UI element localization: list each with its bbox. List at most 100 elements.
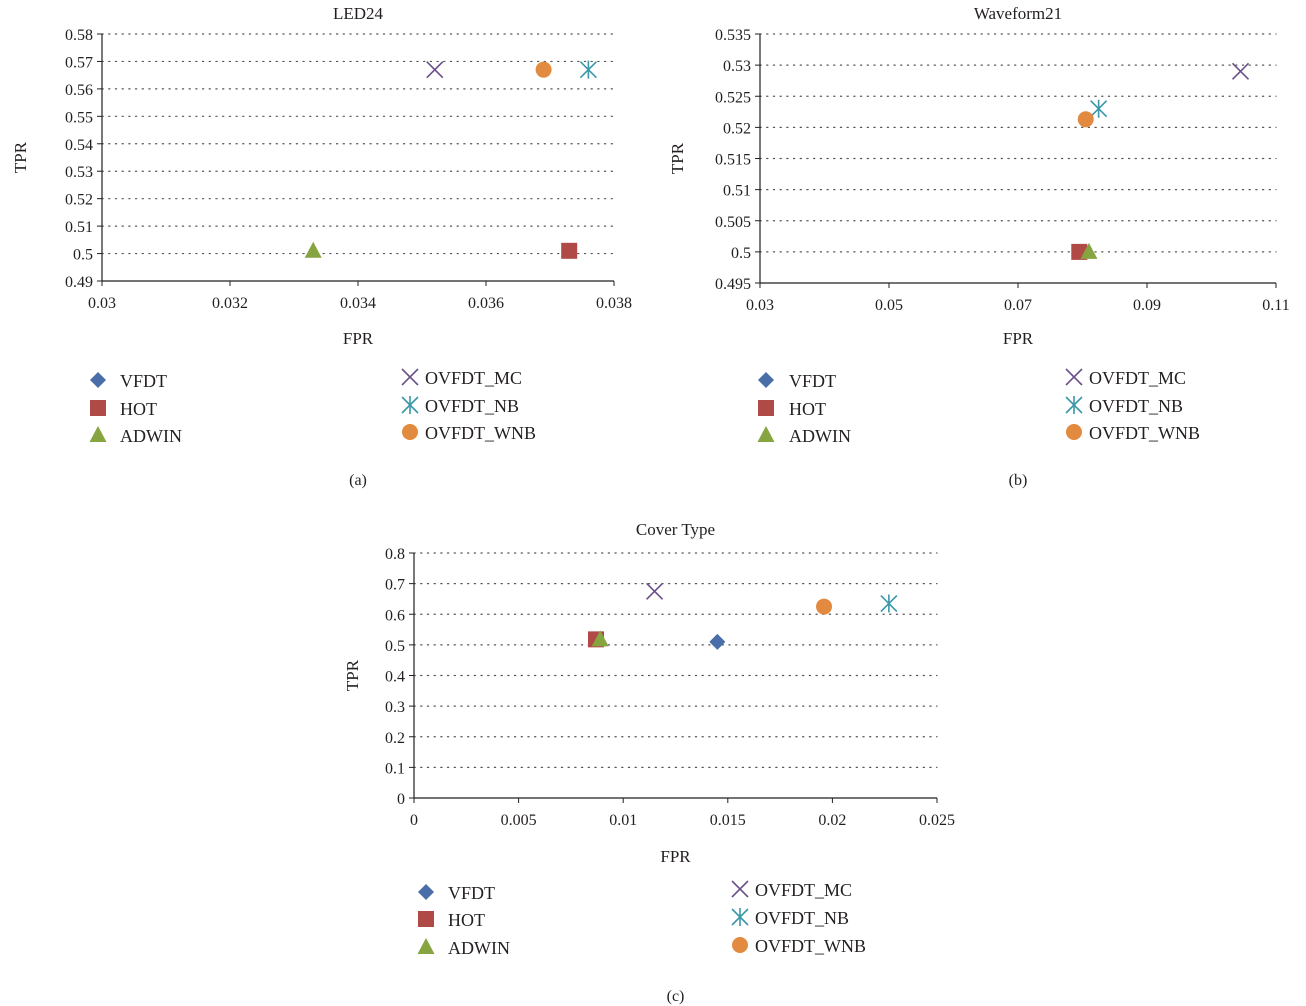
x-tick-label: 0.01 — [609, 812, 637, 829]
legend-marker-ovfdt-mc-shape — [1065, 368, 1083, 386]
legend-marker-ovfdt-nb-shape — [1065, 396, 1083, 414]
legend-marker-adwin — [89, 426, 107, 442]
point-adwin — [304, 241, 322, 258]
legend-marker-ovfdt-mc-shape — [401, 368, 419, 386]
point-hot — [561, 242, 578, 259]
point-ovfdt-mc — [426, 61, 444, 79]
x-tick-label: 0.11 — [1262, 297, 1289, 314]
point-ovfdt-wnb — [535, 61, 552, 78]
legend-marker-hot-shape — [418, 911, 434, 927]
x-tick-label: 0 — [410, 812, 418, 829]
y-tick-label: 0.55 — [65, 109, 93, 126]
legend-label-hot: HOT — [448, 910, 485, 930]
x-axis-label: FPR — [1003, 329, 1034, 348]
x-tick-label: 0.07 — [1004, 297, 1032, 314]
legend: VFDT HOT ADWIN OVFDT_MC OVFDT_NB OVFDT_WNB — [757, 368, 1200, 446]
legend-marker-ovfdt-nb-shape — [401, 396, 419, 414]
point-adwin-shape — [1080, 242, 1098, 259]
y-tick-label: 0.505 — [715, 214, 751, 231]
legend-marker-adwin — [417, 938, 435, 954]
legend-marker-hot-shape — [90, 400, 106, 416]
legend-marker-ovfdt-mc — [1065, 368, 1083, 386]
legend-label-ovfdt-wnb: OVFDT_WNB — [1089, 423, 1200, 443]
legend-marker-vfdt — [758, 372, 774, 388]
x-tick-label: 0.005 — [501, 812, 537, 829]
x-tick-label: 0.03 — [746, 297, 774, 314]
chart-title: Cover Type — [636, 520, 715, 539]
point-ovfdt-nb — [880, 594, 898, 613]
legend-marker-hot — [418, 911, 434, 927]
panel-label: (a) — [349, 472, 367, 489]
x-tick-label: 0.025 — [919, 812, 955, 829]
y-tick-label: 0.5 — [73, 247, 93, 264]
point-ovfdt-nb-shape — [880, 594, 898, 613]
legend-label-ovfdt-mc: OVFDT_MC — [425, 368, 522, 388]
x-tick-label: 0.034 — [340, 295, 376, 312]
point-adwin — [591, 630, 609, 647]
point-ovfdt-mc — [1231, 62, 1250, 80]
legend-label-ovfdt-wnb: OVFDT_WNB — [755, 936, 866, 956]
y-axis-label: TPR — [11, 141, 30, 173]
legend-label-vfdt: VFDT — [789, 371, 836, 391]
legend-marker-ovfdt-nb — [401, 396, 419, 414]
y-tick-label: 0.7 — [385, 577, 405, 594]
y-tick-label: 0.54 — [65, 137, 93, 154]
y-tick-label: 0.6 — [385, 607, 405, 624]
point-vfdt — [709, 633, 726, 650]
legend-marker-adwin-shape — [417, 938, 435, 954]
y-tick-label: 0.8 — [385, 546, 405, 563]
y-tick-label: 0.525 — [715, 89, 751, 106]
point-ovfdt-mc-shape — [646, 582, 664, 600]
legend-marker-ovfdt-wnb-shape — [402, 424, 418, 440]
legend-marker-ovfdt-wnb — [732, 937, 748, 953]
legend-marker-vfdt-shape — [418, 884, 434, 900]
x-tick-label: 0.038 — [596, 295, 632, 312]
legend-marker-ovfdt-mc — [401, 368, 419, 386]
y-tick-label: 0 — [397, 791, 405, 808]
point-ovfdt-wnb — [1077, 111, 1094, 128]
y-tick-label: 0.49 — [65, 274, 93, 291]
y-tick-label: 0.4 — [385, 669, 405, 686]
x-tick-label: 0.02 — [818, 812, 846, 829]
legend-marker-ovfdt-wnb — [1066, 424, 1082, 440]
point-ovfdt-wnb-shape — [1077, 111, 1094, 128]
y-tick-label: 0.53 — [723, 58, 751, 75]
y-tick-label: 0.515 — [715, 152, 751, 169]
y-tick-label: 0.2 — [385, 730, 405, 747]
point-adwin — [1080, 242, 1098, 259]
point-adwin-shape — [591, 630, 609, 647]
y-tick-label: 0.52 — [65, 192, 93, 209]
legend-marker-adwin-shape — [757, 426, 775, 442]
chart-panel-3: Cover Type 0 0.1 0.2 0.3 0.4 0.5 0.6 0.7 0.8 0 0.00… — [343, 520, 955, 1005]
legend-marker-hot — [90, 400, 106, 416]
legend-marker-vfdt-shape — [758, 372, 774, 388]
legend-label-adwin: ADWIN — [789, 426, 851, 446]
legend-label-hot: HOT — [120, 399, 157, 419]
legend-label-hot: HOT — [789, 399, 826, 419]
y-tick-label: 0.58 — [65, 27, 93, 44]
point-ovfdt-mc-shape — [426, 61, 444, 79]
y-axis-label: TPR — [343, 659, 362, 691]
y-tick-label: 0.495 — [715, 276, 751, 293]
y-tick-label: 0.5 — [731, 245, 751, 262]
legend-marker-ovfdt-mc-shape — [731, 880, 749, 898]
y-tick-label: 0.56 — [65, 82, 93, 99]
y-axis-label: TPR — [668, 142, 687, 174]
legend-marker-adwin-shape — [89, 426, 107, 442]
point-ovfdt-mc — [646, 582, 664, 600]
x-tick-label: 0.036 — [468, 295, 504, 312]
x-tick-label: 0.05 — [875, 297, 903, 314]
legend-label-ovfdt-mc: OVFDT_MC — [755, 880, 852, 900]
chart-title: LED24 — [333, 4, 384, 23]
legend-marker-vfdt-shape — [90, 372, 106, 388]
legend-marker-hot-shape — [758, 400, 774, 416]
legend-marker-ovfdt-wnb-shape — [732, 937, 748, 953]
legend-label-ovfdt-nb: OVFDT_NB — [425, 396, 519, 416]
y-tick-label: 0.53 — [65, 164, 93, 181]
legend-marker-ovfdt-mc — [731, 880, 749, 898]
x-axis-label: FPR — [343, 329, 374, 348]
legend: VFDT HOT ADWIN OVFDT_MC OVFDT_NB OVFDT_WNB — [89, 368, 536, 446]
point-ovfdt-wnb-shape — [535, 61, 552, 78]
x-tick-label: 0.09 — [1133, 297, 1161, 314]
